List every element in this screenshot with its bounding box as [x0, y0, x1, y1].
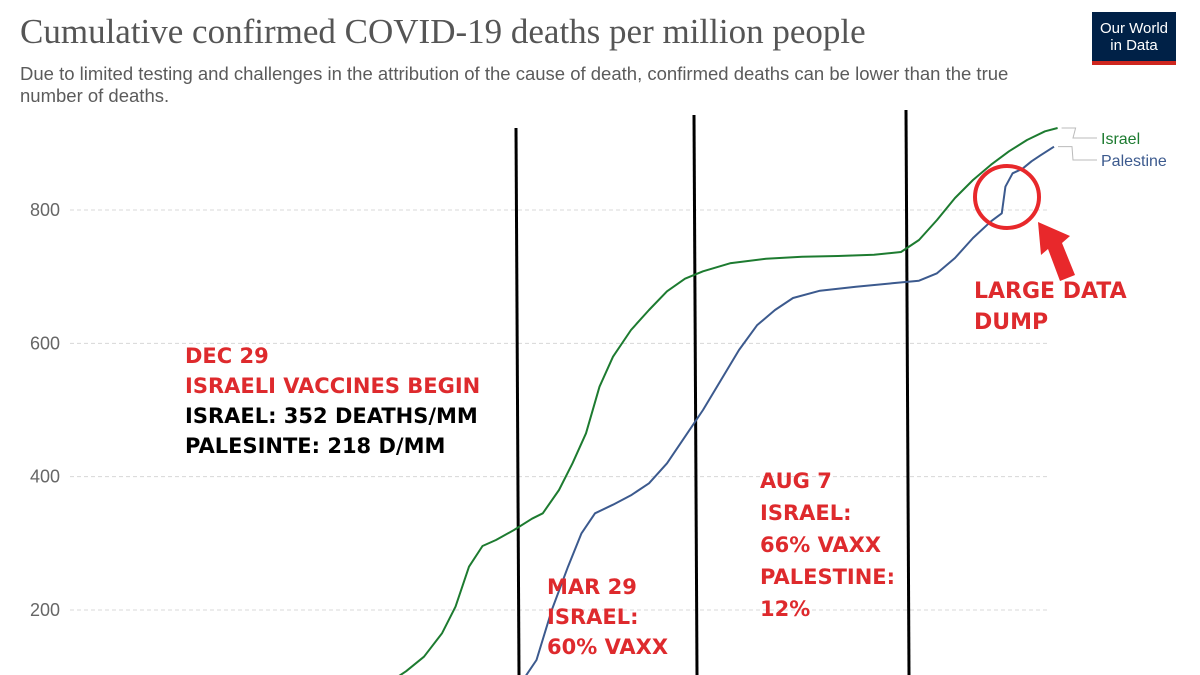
chart-title: Cumulative confirmed COVID-19 deaths per…	[20, 12, 866, 51]
logo-line-2: in Data	[1110, 37, 1158, 54]
legend-connector-palestine	[1058, 146, 1097, 161]
data-dump-arrow	[1038, 222, 1075, 281]
annotation-aug7-line3: 66% VAXX	[760, 533, 882, 557]
annotation-mar29-line3: 60% VAXX	[547, 635, 669, 659]
chart-subtitle: Due to limited testing and challenges in…	[20, 63, 1009, 106]
annotation-aug7-date: AUG 7	[760, 469, 832, 493]
annotation-mar29: MAR 29 ISRAEL: 60% VAXX	[547, 572, 668, 662]
logo-red-bar	[1092, 61, 1176, 65]
annotation-dec29: DEC 29 ISRAELI VACCINES BEGIN ISRAEL: 35…	[185, 341, 480, 461]
annotation-mar29-date: MAR 29	[547, 575, 637, 599]
annotation-aug7-line4: PALESTINE:	[760, 565, 896, 589]
legend-label-israel: Israel	[1101, 131, 1140, 148]
y-tick-label-600: 600	[30, 333, 60, 353]
milestone-line-aug-7	[904, 109, 911, 675]
y-tick-label-200: 200	[30, 600, 60, 620]
annotation-data-dump: LARGE DATA DUMP	[974, 276, 1127, 338]
annotation-dump-line1: LARGE DATA	[974, 279, 1127, 304]
series-line-palestine	[525, 145, 1055, 675]
annotation-aug7-line5: 12%	[760, 597, 811, 621]
milestone-line-dec-29	[514, 127, 521, 675]
data-dump-circle	[973, 164, 1041, 230]
annotation-dump-line2: DUMP	[974, 310, 1049, 335]
series-line-israel	[398, 127, 1058, 675]
owid-logo[interactable]: Our World in Data	[1092, 12, 1176, 65]
legend-label-palestine: Palestine	[1101, 153, 1167, 170]
annotation-mar29-line2: ISRAEL:	[547, 605, 639, 629]
annotation-aug7: AUG 7 ISRAEL: 66% VAXX PALESTINE: 12%	[760, 465, 895, 625]
milestone-line-mar-29	[692, 114, 699, 675]
annotation-dec29-palestine: PALESINTE: 218 D/MM	[185, 434, 446, 458]
annotation-dec29-israel: ISRAEL: 352 DEATHS/MM	[185, 404, 478, 428]
annotation-dec29-event: ISRAELI VACCINES BEGIN	[185, 374, 481, 398]
logo-line-1: Our World	[1099, 20, 1169, 37]
y-tick-label-400: 400	[30, 467, 60, 487]
y-tick-label-800: 800	[30, 200, 60, 220]
annotation-aug7-line2: ISRAEL:	[760, 501, 852, 525]
annotation-dec29-date: DEC 29	[185, 344, 269, 368]
legend-connector-israel	[1061, 127, 1097, 139]
